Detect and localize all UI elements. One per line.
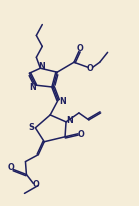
Text: N: N: [38, 62, 45, 71]
Text: O: O: [86, 64, 93, 73]
Text: N: N: [67, 116, 73, 125]
Text: S: S: [28, 123, 34, 132]
Text: O: O: [33, 180, 40, 189]
Text: O: O: [77, 44, 83, 53]
Text: N: N: [60, 97, 66, 105]
Text: N: N: [29, 83, 36, 92]
Text: O: O: [78, 130, 84, 139]
Text: O: O: [7, 163, 14, 172]
